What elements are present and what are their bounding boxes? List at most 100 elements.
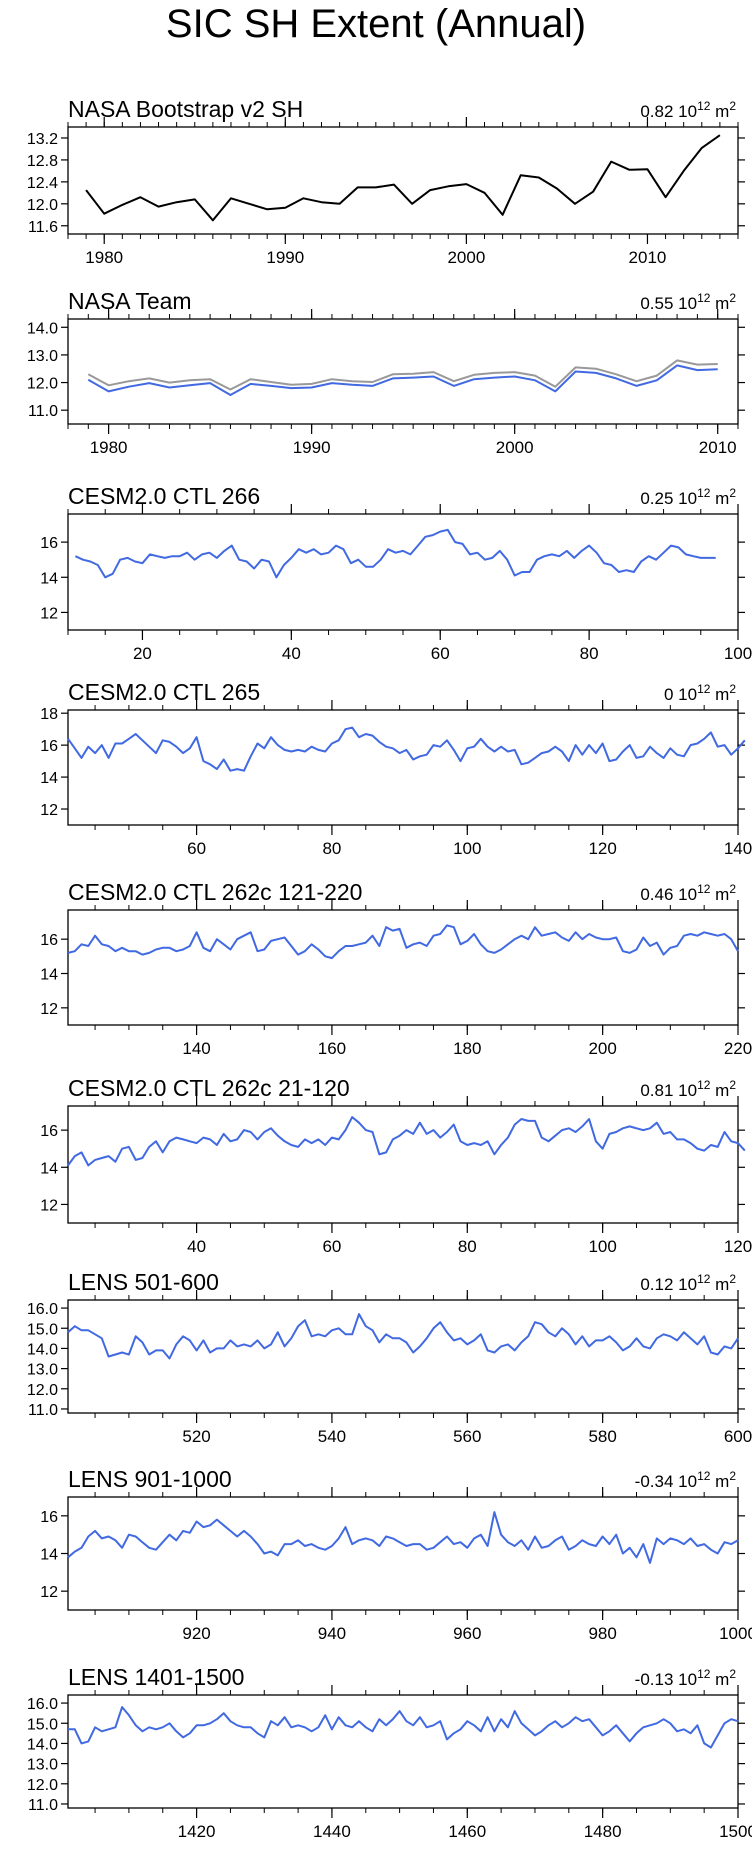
trend-unit: m: [710, 685, 729, 704]
trend-value: 0.82 10: [640, 102, 697, 121]
y-tick-label: 12: [40, 605, 58, 622]
x-tick-label: 60: [187, 839, 206, 858]
x-tick-label: 1460: [448, 1822, 486, 1841]
trend-label: -0.34 1012 m2: [635, 1469, 737, 1491]
trend-value: -0.34 10: [635, 1472, 697, 1491]
series-line-1: [67, 1116, 746, 1167]
panel-7: LENS 501-600 0.12 1012 m2 520 540 560 580 600 1…: [27, 1269, 752, 1446]
x-tick-label: 60: [431, 644, 450, 663]
x-tick-label: 40: [187, 1237, 206, 1256]
x-tick-label: 220: [724, 1039, 752, 1058]
series-line-1: [74, 528, 716, 579]
trend-unit: 12: [697, 1667, 711, 1681]
trend-unit: 2: [729, 882, 736, 896]
x-tick-label: 960: [453, 1624, 481, 1643]
y-tick-label: 16: [40, 738, 58, 755]
y-tick-label: 14: [40, 1160, 58, 1177]
trend-unit: 12: [697, 1272, 711, 1286]
x-tick-label: 140: [724, 839, 752, 858]
panel-title: NASA Bootstrap v2 SH: [68, 96, 303, 122]
trend-unit: m: [710, 102, 729, 121]
series-line-2: [87, 364, 718, 396]
trend-unit: m: [710, 1670, 729, 1689]
x-tick-label: 920: [182, 1624, 210, 1643]
trend-value: 0.55 10: [640, 294, 697, 313]
series-line-1: [67, 1313, 739, 1360]
x-tick-label: 520: [182, 1427, 210, 1446]
plot-frame: [67, 709, 739, 826]
panel-title: NASA Team: [68, 288, 192, 314]
x-tick-label: 80: [458, 1237, 477, 1256]
x-tick-label: 600: [724, 1427, 752, 1446]
trend-unit: 2: [729, 682, 736, 696]
x-tick-label: 140: [182, 1039, 210, 1058]
x-tick-label: 200: [588, 1039, 616, 1058]
plot-frame: [67, 1299, 739, 1414]
x-tick-label: 160: [318, 1039, 346, 1058]
x-tick-label: 560: [453, 1427, 481, 1446]
plot-frame: [67, 126, 739, 235]
x-tick-label: 980: [588, 1624, 616, 1643]
y-tick-label: 16: [40, 1123, 58, 1140]
y-tick-label: 12.0: [27, 197, 58, 214]
plot-frame: [67, 909, 739, 1026]
plot-frame: [67, 1694, 739, 1809]
x-tick-label: 1000: [719, 1624, 752, 1643]
x-tick-label: 20: [133, 644, 152, 663]
plot-frame: [67, 318, 739, 425]
panel-2: NASA Team 0.55 1012 m2 1980 1990 2000 2010 11.…: [27, 288, 745, 457]
panel-title: LENS 501-600: [68, 1269, 219, 1295]
series-line-1: [85, 134, 721, 222]
x-tick-label: 40: [282, 644, 301, 663]
y-tick-label: 12.4: [27, 175, 58, 192]
series-line-1: [67, 924, 739, 960]
trend-unit: m: [710, 885, 729, 904]
trend-unit: 2: [729, 1078, 736, 1092]
y-tick-label: 16: [40, 535, 58, 552]
x-tick-label: 100: [724, 644, 752, 663]
trend-unit: 2: [729, 1272, 736, 1286]
trend-unit: m: [710, 1275, 729, 1294]
y-tick-label: 14: [40, 570, 58, 587]
trend-value: 0 10: [664, 685, 697, 704]
y-tick-label: 14.0: [27, 1736, 58, 1753]
trend-unit: 2: [729, 291, 736, 305]
trend-unit: 2: [729, 486, 736, 500]
panel-title: CESM2.0 CTL 266: [68, 483, 260, 509]
x-tick-label: 1990: [266, 248, 304, 267]
trend-unit: 2: [729, 1469, 736, 1483]
x-tick-label: 60: [322, 1237, 341, 1256]
y-tick-label: 16: [40, 1509, 58, 1526]
series-line-1: [87, 359, 718, 391]
trend-unit: 12: [697, 682, 711, 696]
x-tick-label: 580: [588, 1427, 616, 1446]
x-tick-label: 2000: [447, 248, 485, 267]
trend-unit: 2: [729, 99, 736, 113]
x-tick-label: 1980: [85, 248, 123, 267]
x-tick-label: 2010: [699, 438, 737, 457]
y-tick-label: 12: [40, 1584, 58, 1601]
y-tick-label: 11.6: [28, 219, 58, 236]
x-tick-label: 80: [322, 839, 341, 858]
x-tick-label: 180: [453, 1039, 481, 1058]
x-tick-label: 100: [453, 839, 481, 858]
y-tick-label: 15.0: [27, 1321, 58, 1338]
trend-value: 0.25 10: [640, 489, 697, 508]
x-tick-label: 1440: [313, 1822, 351, 1841]
panel-title: CESM2.0 CTL 262c 21-120: [68, 1075, 350, 1101]
y-tick-label: 12: [40, 1001, 58, 1018]
plot-frame: [67, 1105, 739, 1224]
y-tick-label: 11.0: [28, 1402, 58, 1419]
y-tick-label: 13.0: [27, 1757, 58, 1774]
x-tick-label: 1980: [90, 438, 128, 457]
x-tick-label: 940: [318, 1624, 346, 1643]
y-tick-label: 14.0: [27, 1341, 58, 1358]
y-tick-label: 12: [40, 802, 58, 819]
y-tick-label: 14.0: [27, 320, 58, 337]
y-tick-label: 16.0: [27, 1696, 58, 1713]
trend-unit: 12: [697, 882, 711, 896]
